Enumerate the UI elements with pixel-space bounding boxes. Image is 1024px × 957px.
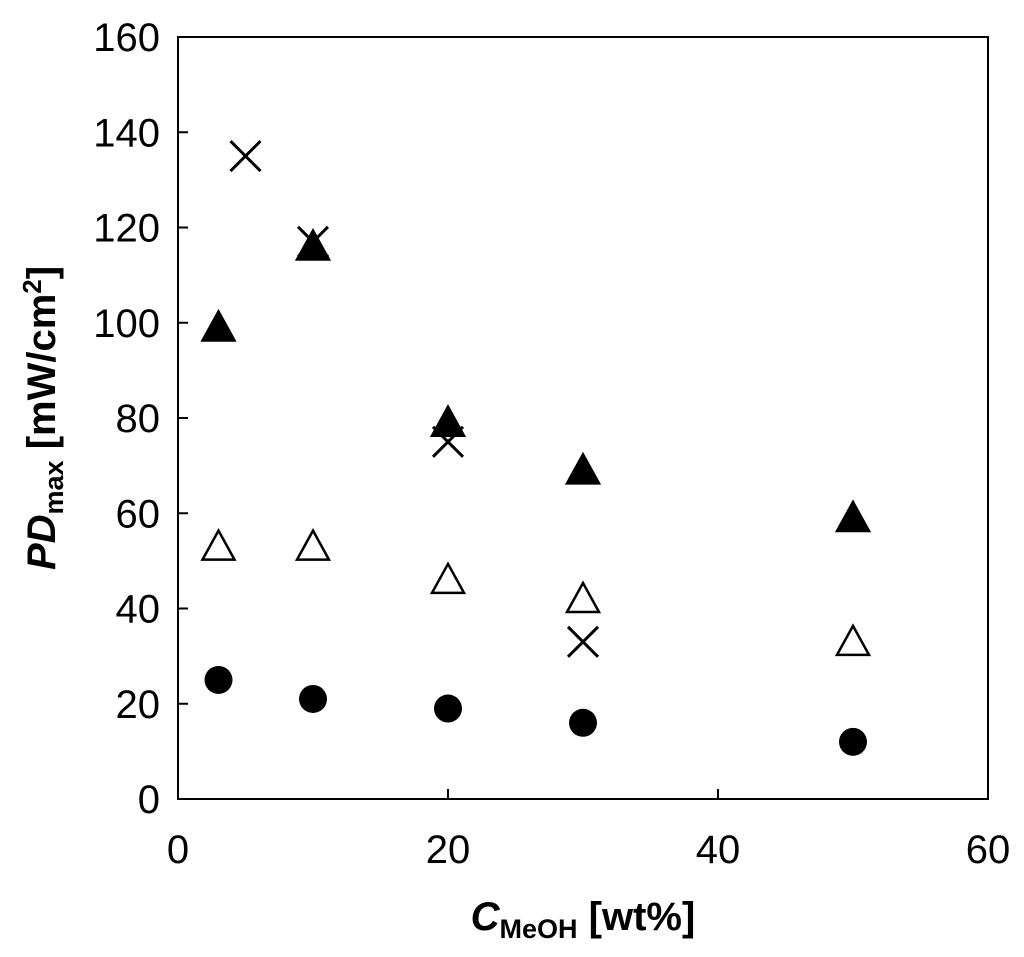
y-axis-title-unit: [mW/cm xyxy=(20,294,64,461)
filled-circle-point xyxy=(299,684,327,713)
open-triangle-point xyxy=(564,580,602,614)
y-axis-title-sup: 2 xyxy=(17,279,47,293)
open-triangle-point xyxy=(834,623,872,657)
x-axis-title: CMeOH [wt%] xyxy=(471,895,696,944)
y-tick-label: 0 xyxy=(138,778,160,822)
cross-point xyxy=(229,140,262,173)
y-axis-title: PDmax [mW/cm2] xyxy=(17,266,69,570)
filled-triangle-point xyxy=(834,499,872,533)
x-axis-title-sub: MeOH xyxy=(500,914,578,944)
cross-point xyxy=(566,625,600,658)
cross-point xyxy=(431,425,465,458)
y-tick-label: 120 xyxy=(93,207,160,251)
y-tick-label: 80 xyxy=(116,397,161,441)
filled-triangle-point xyxy=(564,451,602,485)
x-axis-title-unit: [wt%] xyxy=(578,895,696,939)
filled-circle-point xyxy=(839,727,867,756)
x-tick-label: 40 xyxy=(696,828,741,872)
filled-triangle-point xyxy=(200,308,237,342)
open-triangle-point xyxy=(294,527,332,561)
filled-circle-point xyxy=(569,708,597,737)
x-axis-title-main: C xyxy=(471,895,501,939)
y-tick-label: 20 xyxy=(116,683,161,727)
y-tick-label: 140 xyxy=(93,111,160,155)
plot-area-frame xyxy=(177,36,989,800)
open-triangle-point xyxy=(429,561,467,595)
x-tick-label: 60 xyxy=(966,828,1011,872)
y-axis-title-close: ] xyxy=(20,266,64,279)
data-points xyxy=(200,140,872,756)
y-axis-title-main: PD xyxy=(20,514,64,570)
filled-circle-point xyxy=(434,694,462,723)
y-tick-label: 160 xyxy=(93,16,160,60)
y-tick-label: 40 xyxy=(116,588,161,632)
open-triangle-point xyxy=(200,527,237,561)
y-tick-label: 100 xyxy=(93,302,160,346)
filled-circle-point xyxy=(204,665,233,694)
y-axis-title-sub: max xyxy=(39,460,69,514)
filled-triangle-point xyxy=(429,404,467,438)
y-tick-label: 60 xyxy=(116,492,161,536)
filled-triangle-point xyxy=(294,227,332,261)
cross-point xyxy=(296,225,330,258)
y-axis-ticks: 0 20 40 60 80 100 120 140 160 xyxy=(93,16,188,822)
x-tick-label: 20 xyxy=(426,828,471,872)
x-axis-ticks: 0 20 40 60 xyxy=(167,789,1010,872)
x-tick-label: 0 xyxy=(167,828,189,872)
